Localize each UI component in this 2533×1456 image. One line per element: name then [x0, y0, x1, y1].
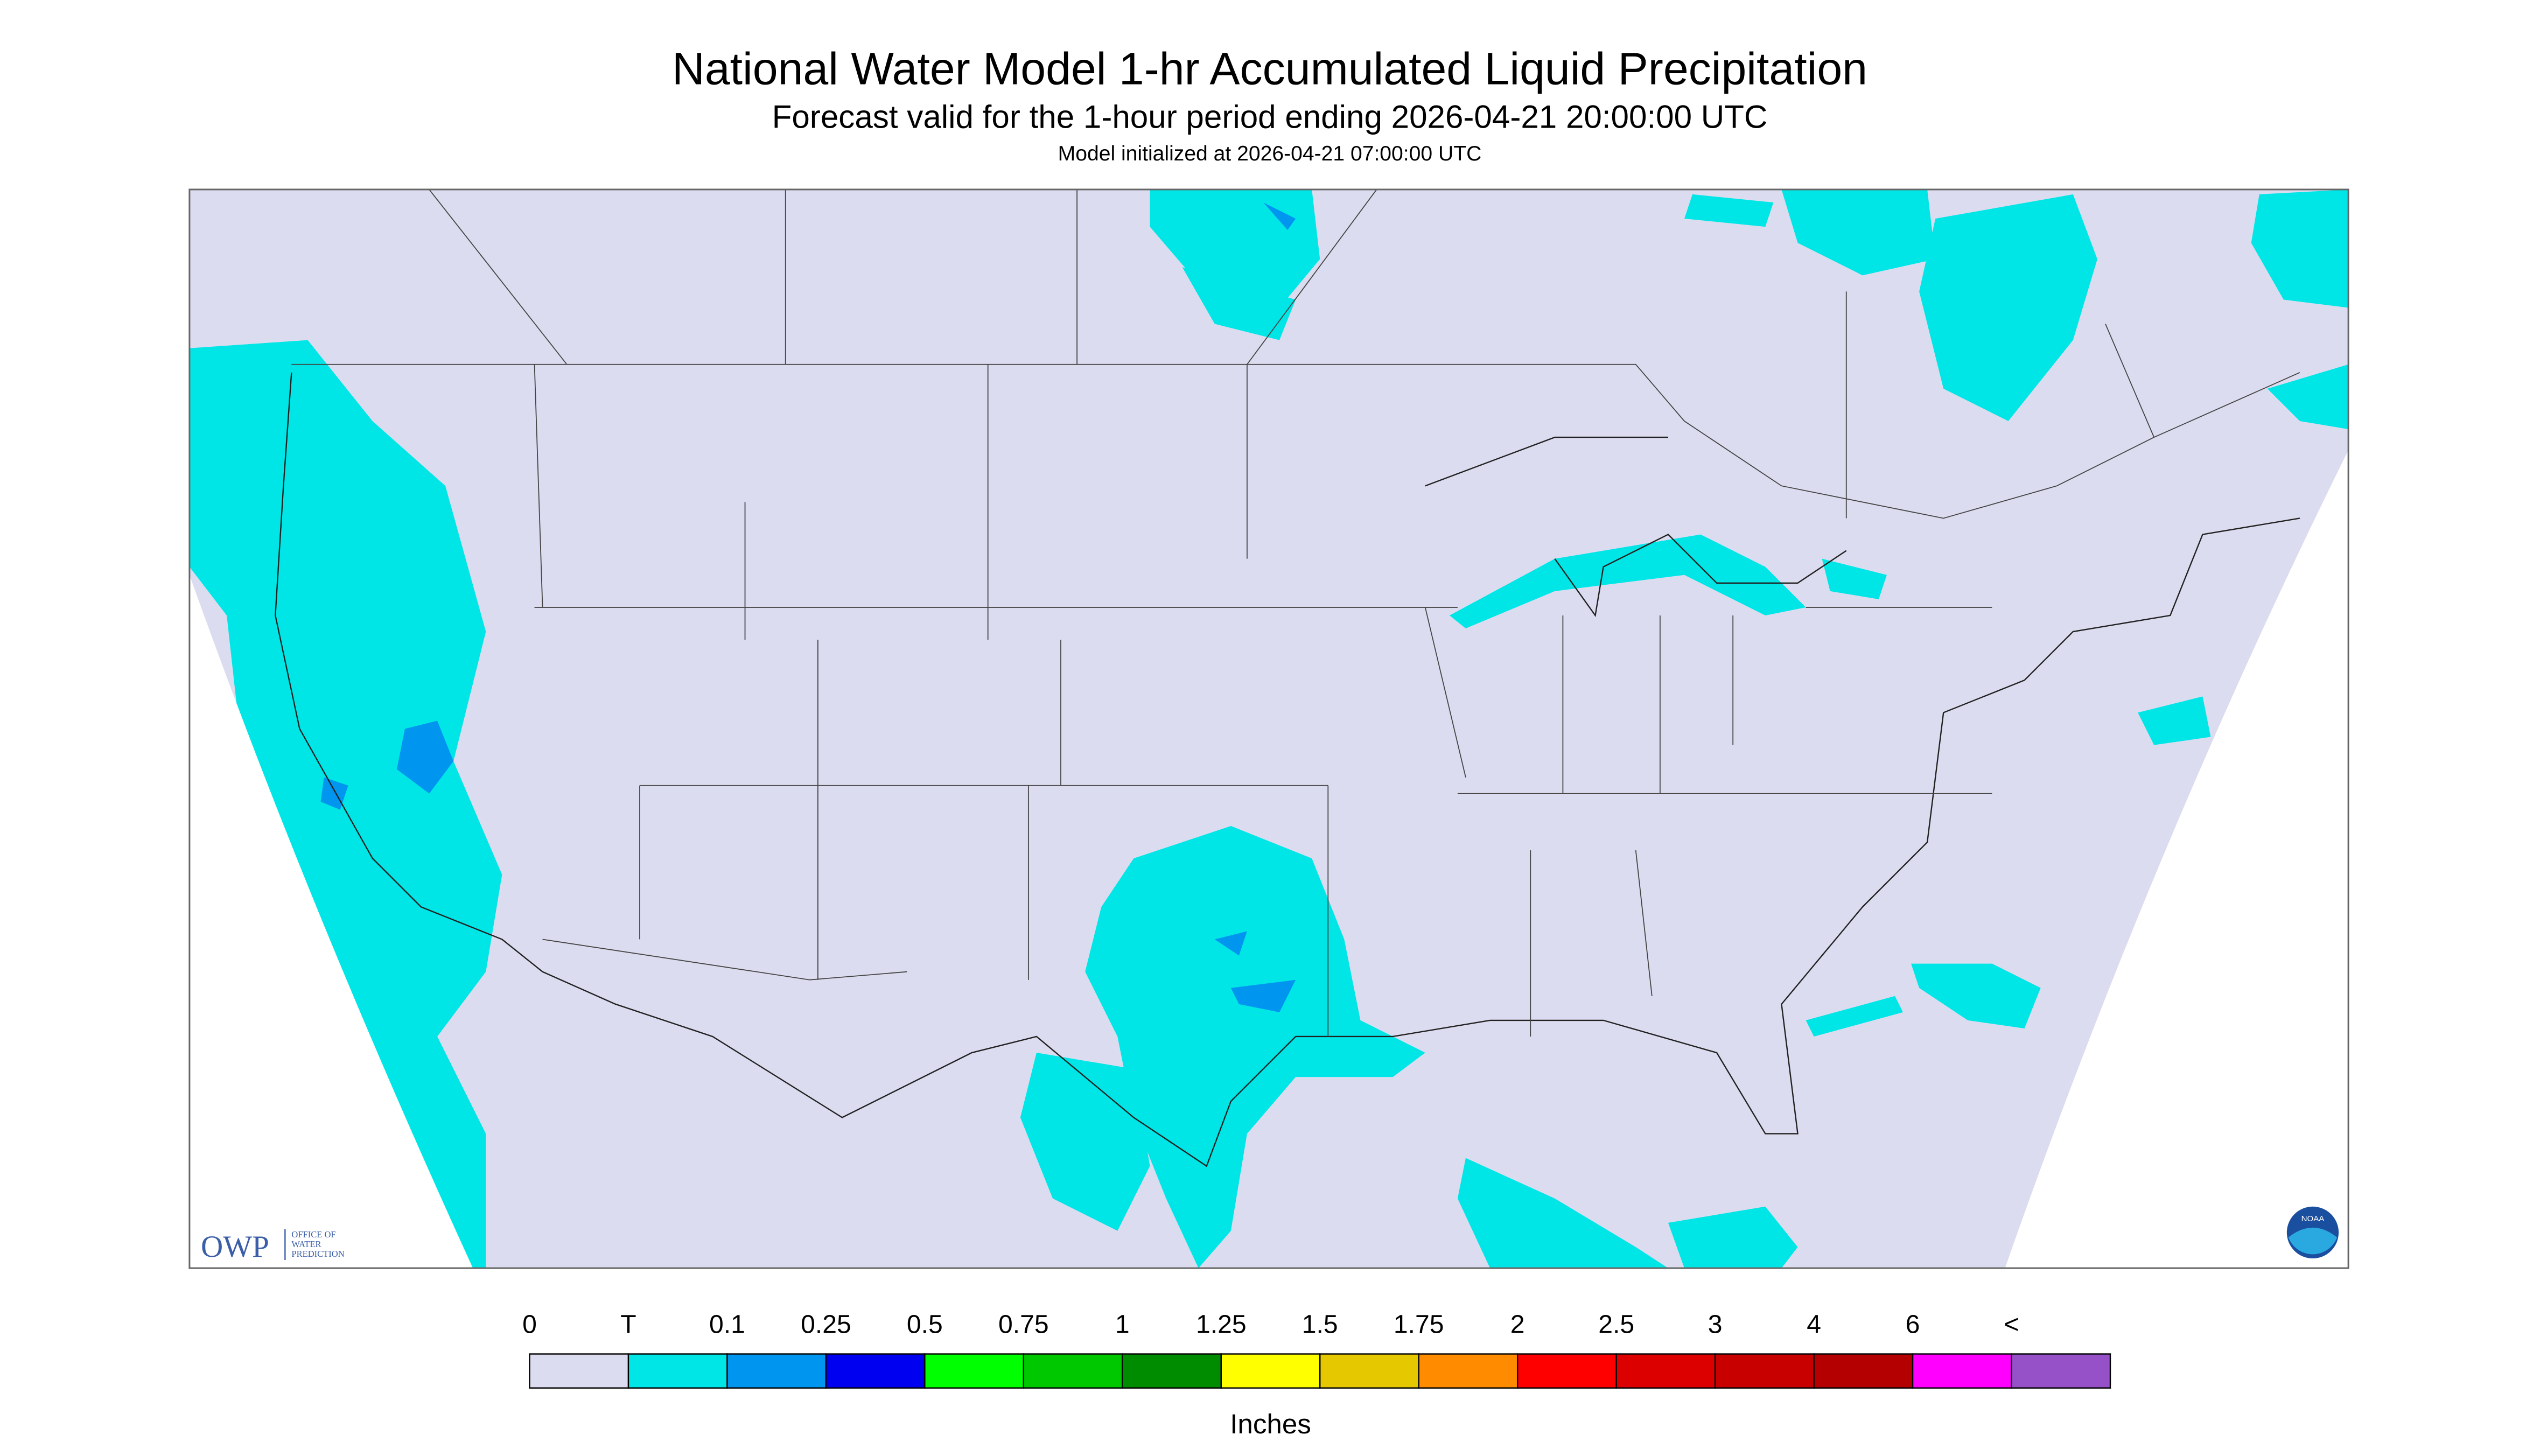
- legend-label: 1.25: [1196, 1310, 1247, 1339]
- legend-label: 0.75: [998, 1310, 1049, 1339]
- legend-label: 1: [1115, 1310, 1130, 1339]
- map-frame: [188, 188, 2349, 1269]
- legend-swatch: [1122, 1353, 1222, 1389]
- noaa-wave: [2288, 1227, 2338, 1255]
- legend-label: 0: [522, 1310, 537, 1339]
- legend-label: 0.25: [801, 1310, 851, 1339]
- legend-label: 2.5: [1598, 1310, 1634, 1339]
- legend-label: 0.1: [709, 1310, 745, 1339]
- legend-label: 2: [1510, 1310, 1525, 1339]
- legend-swatch: [825, 1353, 926, 1389]
- legend-label: 6: [1906, 1310, 1920, 1339]
- map: OWP OFFICE OF WATER PREDICTION NOAA: [188, 188, 2349, 1269]
- legend-swatch: [1813, 1353, 1914, 1389]
- owp-line: OFFICE OF: [291, 1229, 335, 1240]
- legend-swatch: [1023, 1353, 1123, 1389]
- legend-label: <: [2004, 1310, 2019, 1339]
- title: National Water Model 1-hr Accumulated Li…: [672, 43, 1867, 94]
- subtitle: Forecast valid for the 1-hour period end…: [772, 99, 1768, 135]
- legend-label: 3: [1708, 1310, 1723, 1339]
- legend-label: T: [620, 1310, 636, 1339]
- owp-line: WATER: [291, 1239, 321, 1249]
- legend-swatch: [1615, 1353, 1716, 1389]
- legend-label: 1.75: [1394, 1310, 1444, 1339]
- owp-logo: OWP: [201, 1230, 269, 1264]
- legend-swatch: [529, 1353, 629, 1389]
- legend-swatch: [726, 1353, 827, 1389]
- domain-edge-left: [189, 575, 473, 1269]
- legend-swatch: [1220, 1353, 1321, 1389]
- legend-label: 1.5: [1302, 1310, 1338, 1339]
- legend-swatch: [1516, 1353, 1617, 1389]
- legend-label: 0.5: [907, 1310, 943, 1339]
- legend-swatch: [924, 1353, 1025, 1389]
- legend-swatch: [2011, 1353, 2111, 1389]
- borders: [275, 189, 2300, 1167]
- legend-label: 4: [1807, 1310, 1821, 1339]
- legend: 0 T 0.1 0.25 0.5 0.75 1 1.25 1.5 1.75 2 2.5 3 4 6 < Inch…: [522, 1310, 2111, 1439]
- owp-line: PREDICTION: [291, 1249, 344, 1259]
- legend-unit: Inches: [1230, 1409, 1311, 1439]
- domain-edge-right: [2005, 450, 2349, 1269]
- legend-swatch: [1418, 1353, 1519, 1389]
- legend-swatch: [1319, 1353, 1419, 1389]
- legend-swatch: [1912, 1353, 2012, 1389]
- legend-swatch: [627, 1353, 728, 1389]
- noaa-text: NOAA: [2301, 1214, 2325, 1223]
- init-time: Model initialized at 2026-04-21 07:00:00…: [1058, 142, 1482, 165]
- precip-areas: [189, 189, 2349, 1269]
- legend-swatch: [1714, 1353, 1815, 1389]
